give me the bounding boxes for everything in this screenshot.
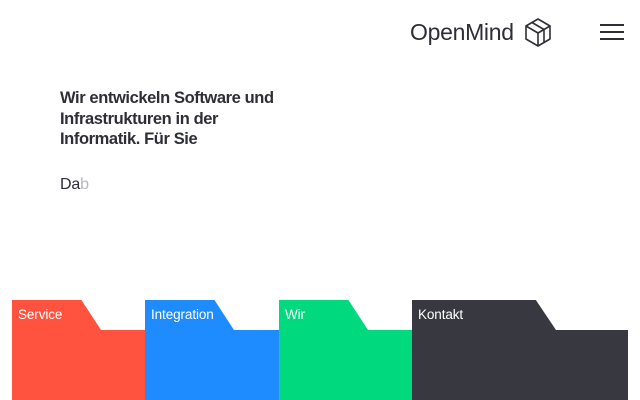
hexagon-cube-icon — [524, 18, 551, 47]
tab-kontakt-label: Kontakt — [418, 307, 464, 322]
menu-line — [600, 38, 624, 40]
tab-service[interactable]: Service — [12, 300, 146, 400]
tab-kontakt[interactable]: Kontakt — [412, 300, 628, 400]
tab-wir[interactable]: Wir — [279, 300, 413, 400]
tab-wir-panel — [279, 330, 413, 400]
hamburger-menu-icon[interactable] — [598, 22, 626, 42]
typed-text-done: Da — [60, 176, 81, 193]
tab-kontakt-panel — [412, 330, 628, 400]
logo-text: OpenMind — [410, 19, 514, 45]
tab-integration-label: Integration — [151, 307, 214, 322]
tab-wir-label: Wir — [285, 307, 305, 322]
tab-service-panel — [12, 330, 146, 400]
typed-text-pending: b — [80, 176, 89, 193]
menu-line — [600, 31, 624, 33]
tab-service-label: Service — [18, 307, 63, 322]
menu-line — [600, 24, 624, 26]
logo-link[interactable]: OpenMind — [410, 16, 552, 48]
tab-integration[interactable]: Integration — [145, 300, 279, 400]
section-tabs: Service Integration Wir Kontakt — [12, 300, 628, 400]
tab-integration-panel — [145, 330, 279, 400]
typed-text: Dab — [60, 175, 89, 195]
hero-headline: Wir entwickeln Software und Infrastruktu… — [60, 89, 274, 148]
tab-kontakt-header — [412, 300, 556, 330]
